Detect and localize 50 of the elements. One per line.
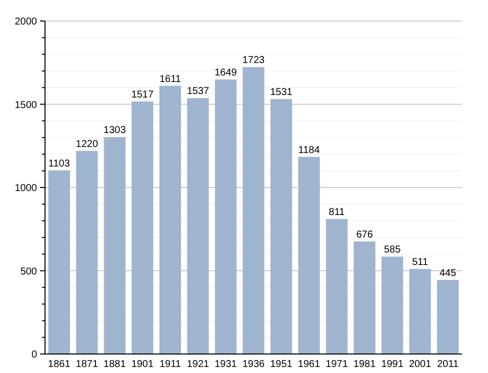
data-label: 445 [439,268,457,279]
data-label: 1723 [242,55,266,66]
x-tick-label: 1871 [76,359,98,370]
bar [298,156,320,354]
x-tick-label: 2011 [437,359,460,370]
bar [409,268,431,354]
y-tick-label: 0 [31,350,38,360]
bar [381,256,404,354]
data-label: 1103 [48,158,70,170]
bar [326,218,348,354]
data-label: 1531 [270,87,293,98]
x-tick-label: 1936 [242,359,266,370]
bar [187,98,209,354]
data-label: 1517 [131,89,154,100]
x-tick-label: 1881 [104,359,126,370]
y-tick-label: 1000 [14,183,38,194]
bar [354,241,376,354]
x-tick-label: 1921 [186,359,210,370]
bar [104,137,126,354]
x-tick-label: 1981 [353,359,376,370]
bar [132,101,154,354]
bar [214,79,237,354]
bar [270,99,292,354]
x-tick-label: 1861 [48,359,71,370]
data-label: 1611 [159,74,182,85]
x-tick-label: 1971 [326,359,348,370]
y-tick-label: 500 [20,266,38,278]
x-tick-label: 1951 [270,359,293,370]
data-label: 1649 [214,67,238,78]
x-tick-label: 2001 [408,359,432,370]
data-label: 1303 [104,125,126,136]
x-tick-label: 1911 [159,359,182,370]
data-label: 1537 [186,86,210,98]
x-tick-label: 1901 [131,359,154,370]
data-label: 585 [384,244,402,256]
x-tick-label: 1961 [298,359,321,370]
data-label: 1184 [298,144,320,156]
bar [242,67,264,354]
data-label: 1220 [76,138,98,150]
x-tick-label: 1931 [214,359,238,370]
data-label: 676 [356,229,374,240]
y-tick-label: 2000 [14,16,38,28]
bar [159,86,182,354]
bar [437,280,459,354]
bar [48,170,70,354]
data-label: 511 [412,256,428,268]
data-label: 811 [328,206,346,218]
bar [76,150,98,354]
x-tick-label: 1991 [381,359,404,370]
y-tick-label: 1500 [14,100,38,111]
